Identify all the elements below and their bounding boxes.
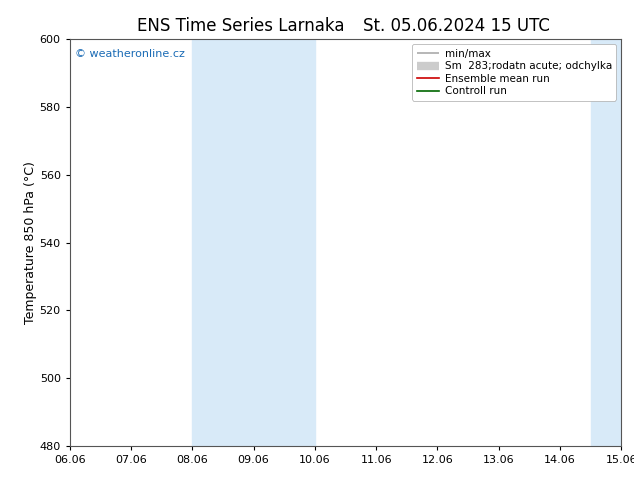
Bar bbox=[192, 39, 315, 446]
Bar bbox=[591, 39, 621, 446]
Text: St. 05.06.2024 15 UTC: St. 05.06.2024 15 UTC bbox=[363, 17, 550, 35]
Text: © weatheronline.cz: © weatheronline.cz bbox=[75, 49, 185, 59]
Text: ENS Time Series Larnaka: ENS Time Series Larnaka bbox=[137, 17, 345, 35]
Legend: min/max, Sm  283;rodatn acute; odchylka, Ensemble mean run, Controll run: min/max, Sm 283;rodatn acute; odchylka, … bbox=[412, 45, 616, 100]
Y-axis label: Temperature 850 hPa (°C): Temperature 850 hPa (°C) bbox=[23, 161, 37, 324]
